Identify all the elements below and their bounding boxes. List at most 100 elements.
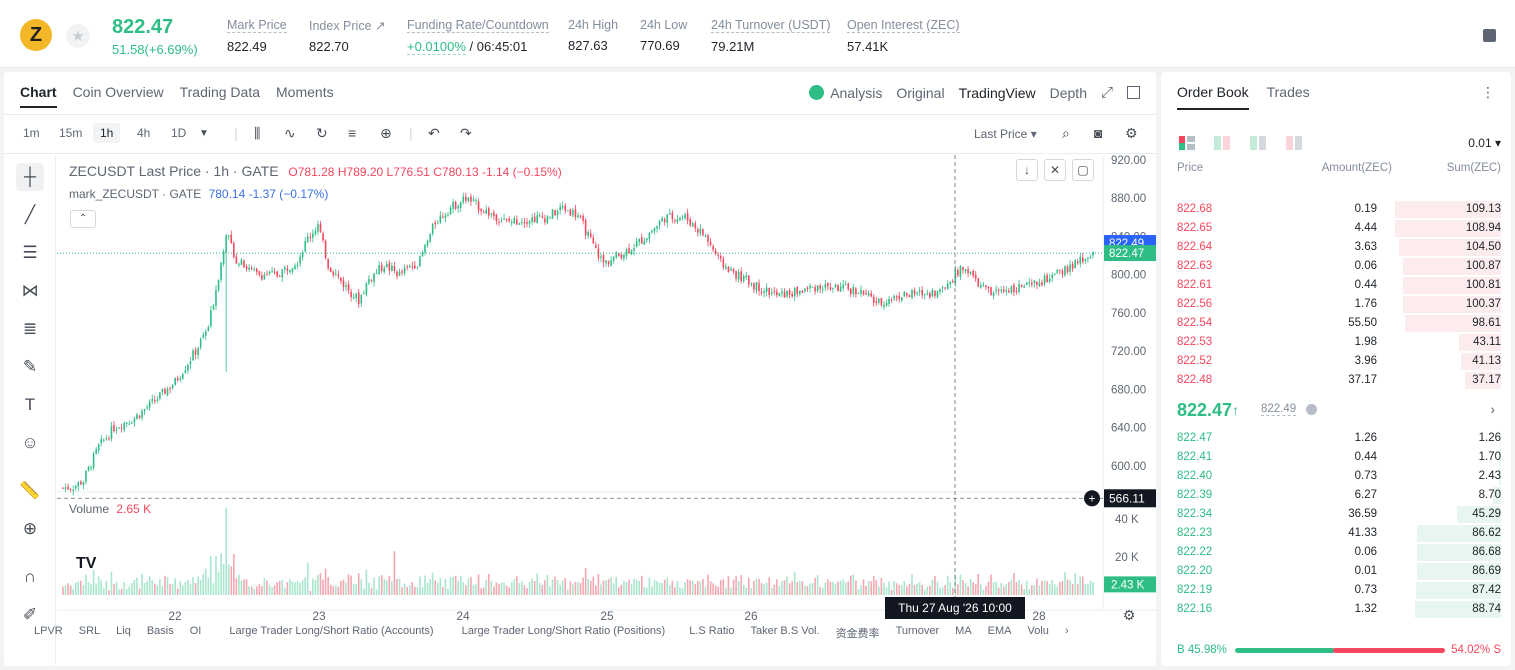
camera-icon[interactable]: ◙ (1094, 125, 1103, 141)
indicator-liq[interactable]: Liq (116, 625, 131, 637)
indicator-funding-rate[interactable]: 资金费率 (835, 628, 880, 640)
bid-row[interactable]: 822.34 36.59 45.29 (1161, 505, 1511, 524)
add-alert-icon[interactable]: ⊕ (380, 125, 392, 141)
bid-row[interactable]: 822.16 1.32 88.74 (1161, 600, 1511, 619)
emoji-tool-icon[interactable]: ☺ (21, 433, 39, 452)
layout-both-alt-icon[interactable] (1214, 136, 1230, 150)
favorite-star-icon[interactable]: ★ (66, 24, 90, 48)
indicator-oi[interactable]: OI (189, 625, 202, 637)
indicator-lt-ratio-accounts[interactable]: Large Trader Long/Short Ratio (Accounts) (229, 625, 434, 637)
brush-tool-icon[interactable]: ✎ (22, 357, 38, 376)
timeframe-1d[interactable]: 1D (171, 126, 187, 140)
indicator-ema[interactable]: EMA (987, 625, 1012, 637)
bid-row[interactable]: 822.23 41.33 86.62 (1161, 524, 1511, 543)
tab-moments[interactable]: Moments (276, 84, 334, 100)
settings-gear-icon[interactable]: ⚙ (1125, 125, 1138, 141)
indicator-lpvr[interactable]: LPVR (34, 625, 63, 637)
timeframe-1h[interactable]: 1h (93, 123, 121, 143)
ask-row[interactable]: 822.65 4.44 108.94 (1161, 219, 1511, 238)
price-chart[interactable]: 920.00880.00840.00800.00760.00720.00680.… (57, 155, 1156, 625)
volume-bar (977, 573, 980, 595)
timeframe-4h[interactable]: 4h (137, 126, 151, 140)
tab-chart[interactable]: Chart (20, 84, 57, 108)
pattern-tool-icon[interactable]: ⋈ (21, 281, 39, 300)
collapse-legend-button[interactable]: ⌃ (70, 210, 96, 228)
ask-row[interactable]: 822.63 0.06 100.87 (1161, 257, 1511, 276)
scroll-down-icon[interactable]: ↓ (1016, 159, 1038, 181)
trend-line-tool-icon[interactable]: ╱ (24, 205, 36, 224)
timeframe-15m[interactable]: 15m (59, 126, 83, 140)
candle-body (261, 275, 263, 280)
tab-original[interactable]: Original (896, 84, 945, 101)
indicator-lt-ratio-positions[interactable]: Large Trader Long/Short Ratio (Positions… (461, 625, 666, 637)
zoom-in-tool-icon[interactable]: ⊕ (22, 519, 38, 538)
guide-book-icon[interactable] (1483, 29, 1496, 42)
expand-icon[interactable]: ⤢ (1100, 84, 1113, 101)
fib-tool-icon[interactable]: ≣ (22, 319, 38, 338)
indicator-basis[interactable]: Basis (146, 625, 174, 637)
bid-row[interactable]: 822.40 0.73 2.43 (1161, 467, 1511, 486)
mark-price-info-icon[interactable] (1306, 404, 1317, 415)
draw-lock-tool-icon[interactable]: ✐ (22, 605, 38, 624)
tab-tradingview[interactable]: TradingView (958, 84, 1036, 101)
horizontal-lines-tool-icon[interactable]: ☰ (22, 243, 38, 262)
ask-row[interactable]: 822.56 1.76 100.37 (1161, 295, 1511, 314)
timeframe-dropdown-icon[interactable]: ▼ (199, 128, 209, 139)
tab-analysis[interactable]: Analysis (809, 84, 882, 101)
price-type-select[interactable]: Last Price ▾ (974, 127, 1037, 141)
stat-index-price[interactable]: Index Price ↗ 822.70 (309, 19, 386, 54)
precision-select[interactable]: 0.01 ▾ (1468, 136, 1501, 150)
indicator-srl[interactable]: SRL (78, 625, 101, 637)
tab-trading-data[interactable]: Trading Data (179, 84, 261, 100)
bid-row[interactable]: 822.47 1.26 1.26 (1161, 429, 1511, 448)
more-options-icon[interactable]: ⋮ (1481, 84, 1495, 100)
redo-icon[interactable]: ↷ (460, 125, 472, 141)
magnet-tool-icon[interactable]: ∩ (23, 567, 37, 586)
ask-row[interactable]: 822.54 55.50 98.61 (1161, 314, 1511, 333)
ask-row[interactable]: 822.64 3.63 104.50 (1161, 238, 1511, 257)
candle-body (324, 240, 327, 259)
layout-both-icon[interactable] (1179, 136, 1195, 150)
bid-row[interactable]: 822.41 0.44 1.70 (1161, 448, 1511, 467)
layout-asks-icon[interactable] (1286, 136, 1302, 150)
ask-row[interactable]: 822.68 0.19 109.13 (1161, 200, 1511, 219)
tab-trades[interactable]: Trades (1266, 84, 1310, 100)
text-tool-icon[interactable]: T (24, 395, 36, 414)
ask-row[interactable]: 822.48 37.17 37.17 (1161, 371, 1511, 390)
ask-row[interactable]: 822.52 3.96 41.13 (1161, 352, 1511, 371)
indicator-scroll-right-icon[interactable]: › (1064, 625, 1069, 637)
candle-body (123, 422, 125, 430)
col-price: Price (1177, 162, 1204, 174)
bid-row[interactable]: 822.20 0.01 86.69 (1161, 562, 1511, 581)
bid-row[interactable]: 822.22 0.06 86.68 (1161, 543, 1511, 562)
indicator-turnover[interactable]: Turnover (895, 625, 940, 637)
indicator-ls-ratio[interactable]: L.S Ratio (689, 625, 735, 637)
tab-order-book[interactable]: Order Book (1177, 84, 1249, 110)
ask-row[interactable]: 822.53 1.98 43.11 (1161, 333, 1511, 352)
indicator-taker-bs-vol[interactable]: Taker B.S Vol. (750, 625, 820, 637)
stat-mark-price[interactable]: Mark Price 822.49 (227, 18, 287, 54)
candle-type-icon[interactable]: ⫼ (254, 125, 261, 141)
undo-icon[interactable]: ↶ (428, 125, 440, 141)
crosshair-tool-icon[interactable]: ┼ (16, 163, 44, 191)
candle-body (207, 326, 210, 331)
timeframe-1m[interactable]: 1m (23, 126, 40, 140)
chevron-right-icon[interactable]: › (1490, 401, 1495, 417)
indicators-icon[interactable]: ∿ (284, 125, 296, 141)
maximize-pane-icon[interactable]: ▢ (1072, 159, 1094, 181)
ruler-tool-icon[interactable]: 📏 (19, 481, 41, 500)
replay-icon[interactable]: ↻ (316, 125, 328, 141)
bid-row[interactable]: 822.39 6.27 8.70 (1161, 486, 1511, 505)
fullscreen-icon[interactable] (1127, 86, 1140, 99)
templates-icon[interactable]: ≡ (348, 125, 357, 141)
layout-bids-icon[interactable] (1250, 136, 1266, 150)
bid-row[interactable]: 822.19 0.73 87.42 (1161, 581, 1511, 600)
ask-row[interactable]: 822.61 0.44 100.81 (1161, 276, 1511, 295)
indicator-volume[interactable]: Volu (1027, 625, 1049, 637)
indicator-ma[interactable]: MA (955, 625, 972, 637)
search-icon[interactable]: ⌕ (1062, 125, 1070, 141)
stat-funding-rate[interactable]: Funding Rate/Countdown +0.0100% / 06:45:… (407, 18, 549, 55)
tab-coin-overview[interactable]: Coin Overview (72, 84, 164, 100)
collapse-icon[interactable]: ✕ (1044, 159, 1066, 181)
tab-depth[interactable]: Depth (1049, 84, 1087, 101)
